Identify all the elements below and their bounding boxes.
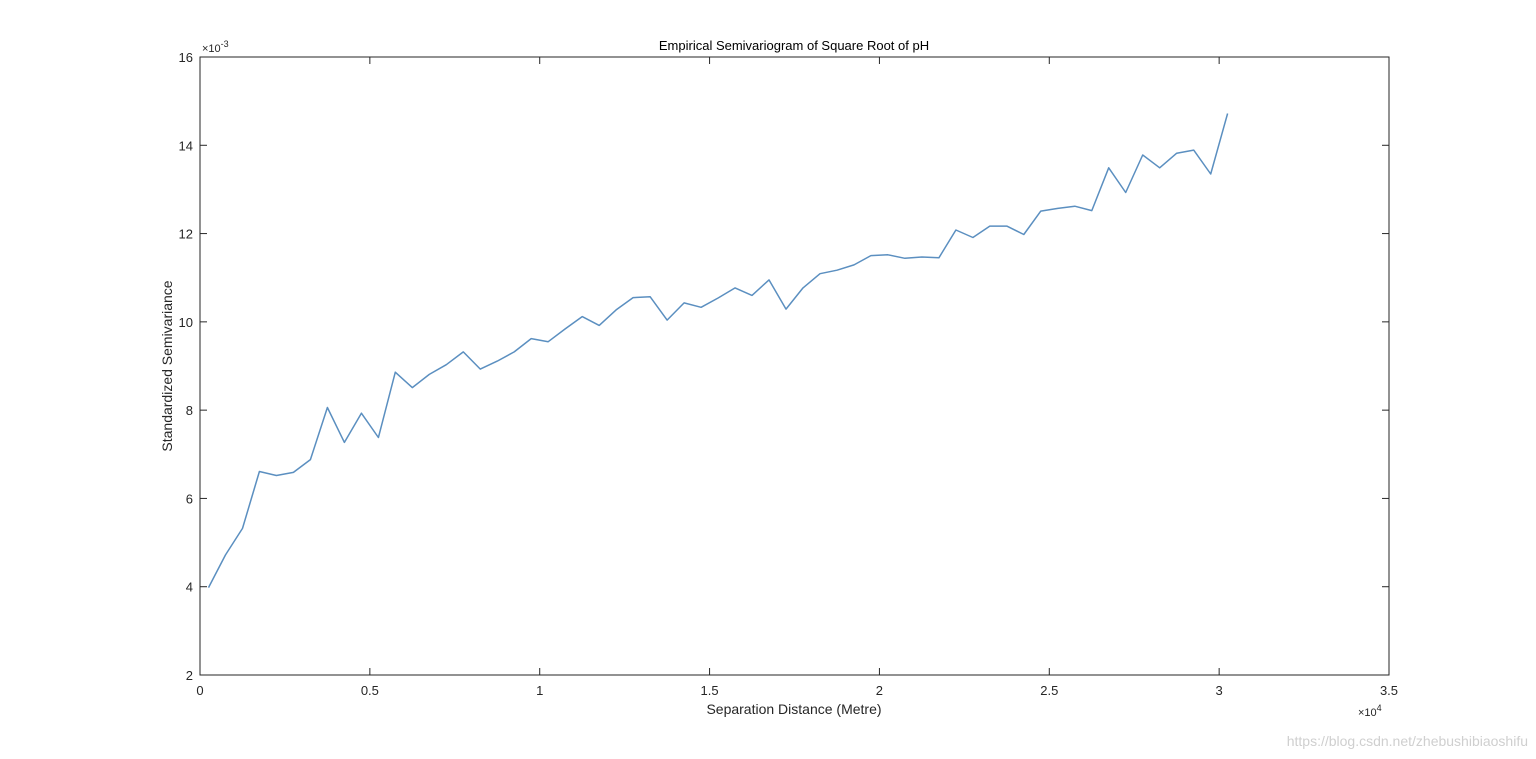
x-tick-label: 3 bbox=[1216, 683, 1223, 698]
chart-title: Empirical Semivariogram of Square Root o… bbox=[659, 38, 929, 53]
y-tick-label: 14 bbox=[179, 138, 193, 153]
y-axis-ticks: 2 4 6 8 10 12 14 16 bbox=[179, 50, 1389, 683]
x-tick-label: 2 bbox=[876, 683, 883, 698]
y-tick-label: 6 bbox=[186, 491, 193, 506]
plot-area bbox=[199, 56, 1390, 676]
x-tick-label: 0.5 bbox=[361, 683, 379, 698]
x-axis-label: Separation Distance (Metre) bbox=[706, 701, 881, 717]
x-tick-label: 1.5 bbox=[701, 683, 719, 698]
y-tick-label: 2 bbox=[186, 668, 193, 683]
y-tick-label: 4 bbox=[186, 580, 193, 595]
x-tick-label: 2.5 bbox=[1040, 683, 1058, 698]
y-axis-label: Standardized Semivariance bbox=[159, 280, 175, 451]
y-tick-label: 10 bbox=[179, 315, 193, 330]
x-tick-label: 3.5 bbox=[1380, 683, 1398, 698]
y-tick-label: 12 bbox=[179, 227, 193, 242]
y-tick-label: 16 bbox=[179, 50, 193, 65]
y-tick-label: 8 bbox=[186, 403, 193, 418]
x-axis-exponent: ×104 bbox=[1358, 703, 1382, 719]
x-tick-label: 1 bbox=[536, 683, 543, 698]
series-line bbox=[207, 113, 1229, 588]
y-axis-exponent: ×10-3 bbox=[202, 39, 229, 55]
x-axis-ticks: 0 0.5 1 1.5 2 2.5 3 3.5 bbox=[196, 57, 1398, 698]
watermark: https://blog.csdn.net/zhebushibiaoshifu bbox=[1286, 733, 1528, 749]
x-tick-label: 0 bbox=[196, 683, 203, 698]
